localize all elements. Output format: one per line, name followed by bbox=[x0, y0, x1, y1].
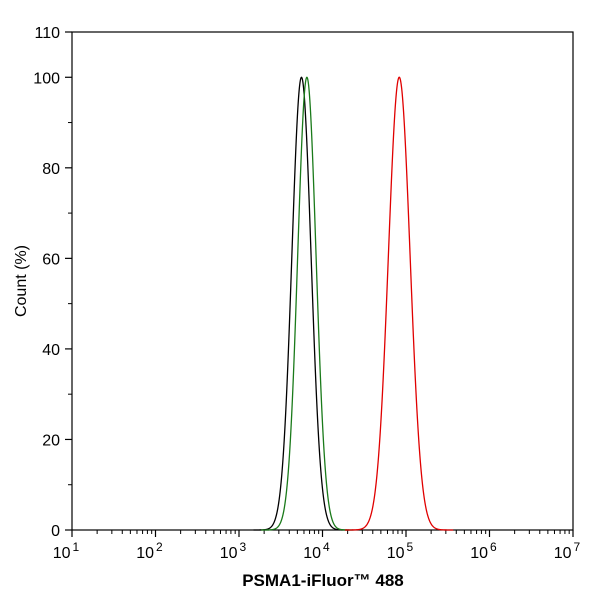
x-tick-label: 10 4 bbox=[303, 540, 330, 562]
x-tick-label: 10 5 bbox=[387, 540, 414, 562]
y-tick-label: 60 bbox=[42, 251, 60, 268]
y-tick-label: 110 bbox=[34, 25, 60, 42]
x-axis-title: PSMA1-iFluor™ 488 bbox=[242, 571, 404, 590]
series-curve-1 bbox=[253, 76, 350, 531]
series-curve-3 bbox=[344, 76, 454, 531]
x-tick-label: 10 2 bbox=[136, 540, 163, 562]
x-axis-ticks: 10 1 10 2 10 3 10 4 10 5 10 6 10 7 bbox=[53, 530, 581, 562]
histogram-curves bbox=[253, 76, 454, 531]
y-tick-label: 20 bbox=[42, 432, 60, 449]
plot-frame bbox=[71, 31, 574, 531]
x-tick-label: 10 7 bbox=[554, 540, 581, 562]
x-tick-label: 10 6 bbox=[470, 540, 497, 562]
y-tick-label: 40 bbox=[42, 342, 60, 359]
y-tick-label: 100 bbox=[33, 70, 60, 87]
y-tick-label: 80 bbox=[42, 161, 60, 178]
x-tick-label: 10 3 bbox=[220, 540, 247, 562]
y-axis-title: Count (%) bbox=[13, 245, 30, 317]
x-tick-label: 10 1 bbox=[53, 540, 80, 562]
y-tick-label: 0 bbox=[51, 523, 60, 540]
y-axis-ticks: 0 20 40 60 80 100 110 bbox=[33, 25, 72, 540]
series-curve-2 bbox=[260, 76, 353, 531]
